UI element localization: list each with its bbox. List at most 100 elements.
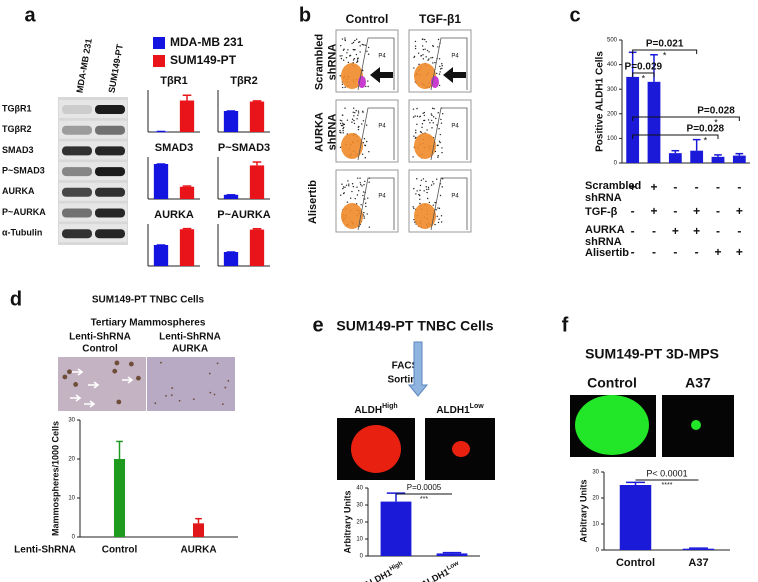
flow-dot <box>428 58 430 60</box>
chart-title: P~AURKA <box>217 209 271 221</box>
flow-dot <box>429 122 431 124</box>
flow-dot <box>348 183 350 185</box>
flow-dot <box>341 124 344 127</box>
flow-dot <box>427 59 429 61</box>
flow-dot <box>440 221 443 223</box>
y-tick-label: 30 <box>592 470 599 476</box>
flow-dot <box>343 48 345 50</box>
flow-dot <box>438 207 441 210</box>
error-bar <box>182 227 192 230</box>
blot-band <box>95 105 125 114</box>
flow-dot <box>414 40 417 43</box>
flow-dot <box>427 188 430 190</box>
flow-dot <box>423 111 426 114</box>
flow-dot <box>414 137 417 139</box>
error-bar <box>689 547 708 549</box>
blot-band <box>62 125 92 135</box>
flow-dot <box>361 153 364 155</box>
sphere <box>224 386 227 389</box>
y-tick-label: 100 <box>607 136 618 142</box>
bar <box>380 501 412 556</box>
arrow <box>88 381 100 389</box>
flow-cluster <box>341 63 363 89</box>
flow-dot <box>435 117 437 120</box>
flow-dot <box>344 37 346 39</box>
sphere <box>112 368 118 374</box>
arrow <box>443 67 466 83</box>
flow-dot <box>356 60 359 63</box>
image-label: Lenti-ShRNA <box>159 332 221 343</box>
flow-dot <box>357 114 359 116</box>
label-base: ALDH1 <box>436 405 470 416</box>
flow-dot <box>433 183 435 185</box>
y-tick-label: 20 <box>356 520 363 526</box>
flow-dot <box>440 215 443 217</box>
image-label: ALDHHigh <box>354 403 397 415</box>
sphere <box>208 372 211 375</box>
flow-dot <box>418 63 420 66</box>
flow-dot <box>342 127 344 130</box>
flow-dot <box>357 57 359 59</box>
flow-dot <box>425 186 427 188</box>
flow-dot <box>347 180 349 182</box>
blot-row-label: AURKA <box>2 186 35 196</box>
flow-dot <box>357 177 359 179</box>
flow-dot <box>361 123 363 125</box>
flow-dot <box>438 73 441 75</box>
p-value: P< 0.0001 <box>646 468 687 478</box>
flow-dot <box>416 178 418 180</box>
flow-dot <box>347 61 350 64</box>
flow-column-label: TGF-β1 <box>419 12 461 26</box>
label-sup: High <box>388 560 404 573</box>
flow-row-label: shRNA <box>326 114 338 151</box>
flow-dot <box>355 53 358 56</box>
flow-dot <box>364 202 367 204</box>
flow-dot <box>432 45 435 48</box>
bar <box>619 485 652 550</box>
sphere <box>221 403 224 406</box>
treatment-sign: - <box>631 204 635 218</box>
flow-dot <box>434 201 436 204</box>
panel-label: f <box>562 314 569 336</box>
blot-band <box>62 229 92 239</box>
flow-dot <box>439 71 441 73</box>
flow-dot <box>413 187 415 190</box>
flow-dot <box>351 42 353 45</box>
flow-dot <box>340 124 343 127</box>
flow-cluster <box>341 133 363 159</box>
flow-dot <box>425 56 427 58</box>
treatment-sign: - <box>673 204 677 218</box>
flow-dot <box>424 48 426 50</box>
flow-dot <box>412 108 415 110</box>
flow-dot <box>351 118 354 120</box>
treatment-sign: - <box>673 245 677 259</box>
step-label: Sorting <box>388 375 423 386</box>
error-bar <box>735 152 744 156</box>
x-tick-label: Control <box>616 557 655 569</box>
flow-plot <box>335 99 399 163</box>
flow-dot <box>422 112 424 114</box>
flow-dot <box>422 54 424 56</box>
legend-swatch <box>153 55 165 67</box>
flow-dot <box>351 121 353 123</box>
y-tick-label: 300 <box>607 87 618 93</box>
panel-label: c <box>569 4 580 26</box>
flow-dot <box>346 201 349 203</box>
flow-dot <box>441 147 443 149</box>
blot-band <box>95 208 125 218</box>
flow-dot <box>416 115 419 118</box>
significance-bracket <box>632 72 655 77</box>
flow-dot <box>366 140 368 143</box>
flow-dot <box>432 122 434 124</box>
error-bar <box>626 481 645 485</box>
blot-column-label: SUM149-PT <box>106 43 125 94</box>
flow-dot <box>342 49 345 51</box>
blot-band <box>62 187 92 197</box>
sphere <box>216 362 219 365</box>
flow-dot <box>430 119 433 122</box>
flow-dot <box>425 180 427 183</box>
panel-subtitle: Tertiary Mammospheres <box>91 318 206 329</box>
treatment-label: Alisertib <box>585 247 629 259</box>
flow-dot <box>344 86 346 88</box>
flow-cluster <box>414 203 436 229</box>
